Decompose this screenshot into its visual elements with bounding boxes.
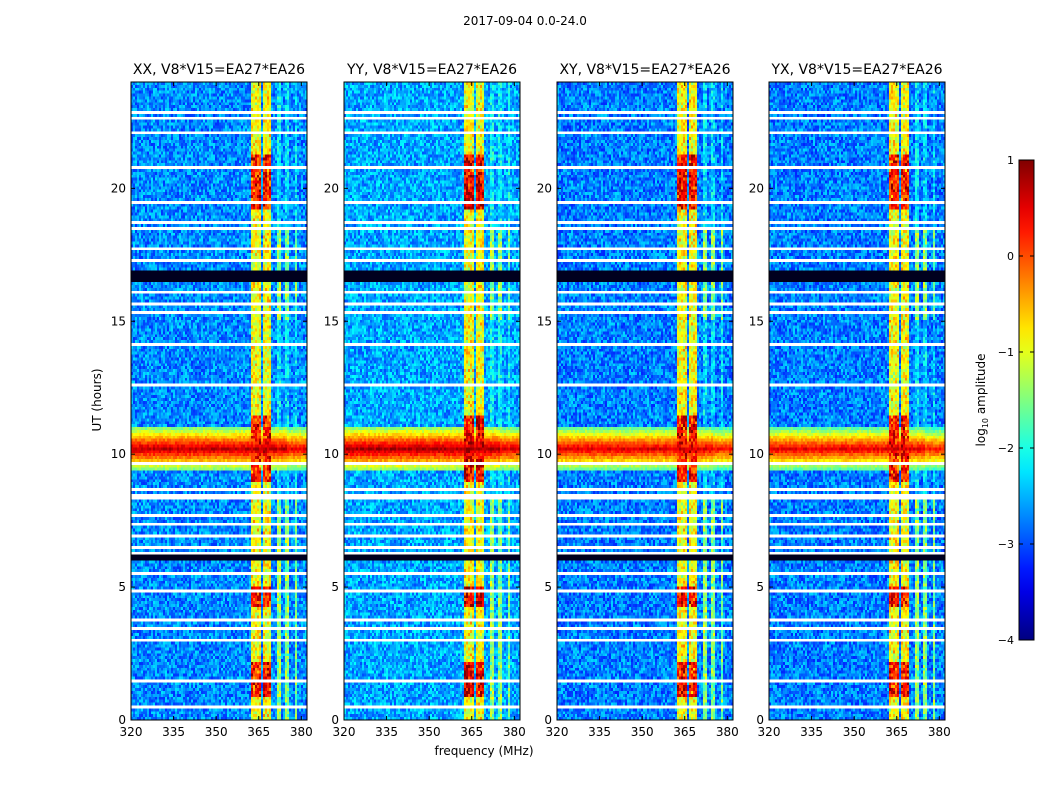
panel-title: XY, V8*V15=EA27*EA26 <box>559 62 730 78</box>
x-tick-label: 365 <box>247 725 270 739</box>
y-tick-label: 5 <box>118 580 126 594</box>
y-tick-label: 10 <box>324 447 339 461</box>
x-tick-label: 365 <box>673 725 696 739</box>
colorbar-tick-label: −2 <box>998 442 1014 455</box>
y-tick-label: 20 <box>324 181 339 195</box>
y-tick-label: 0 <box>544 713 552 727</box>
colorbar-label: log10 amplitude <box>974 354 990 447</box>
x-tick-label: 380 <box>928 725 951 739</box>
y-tick-label: 0 <box>118 713 126 727</box>
y-tick-label: 5 <box>756 580 764 594</box>
figure-title: 2017-09-04 0.0-24.0 <box>463 14 587 28</box>
y-tick-label: 10 <box>537 447 552 461</box>
x-tick-label: 380 <box>716 725 739 739</box>
y-tick-label: 10 <box>111 447 126 461</box>
y-tick-label: 0 <box>756 713 764 727</box>
y-tick-label: 15 <box>537 314 552 328</box>
y-tick-label: 0 <box>331 713 339 727</box>
heatmap-image <box>131 82 307 720</box>
panel-frame <box>343 81 521 721</box>
colorbar: −4 −3 −2 −1 0 1 <box>998 154 1035 647</box>
y-tick-label: 5 <box>331 580 339 594</box>
x-tick-label: 350 <box>843 725 866 739</box>
colorbar-tick-label: −1 <box>998 346 1014 359</box>
heatmap-image <box>557 82 733 720</box>
panel-frame <box>130 81 308 721</box>
x-tick-label: 320 <box>333 725 356 739</box>
y-tick-label: 20 <box>111 181 126 195</box>
x-tick-label: 350 <box>205 725 228 739</box>
x-tick-label: 365 <box>885 725 908 739</box>
y-axis-label: UT (hours) <box>90 368 104 431</box>
x-tick-label: 320 <box>546 725 569 739</box>
x-axis-label: frequency (MHz) <box>434 744 533 758</box>
panel-frame <box>556 81 734 721</box>
x-tick-label: 320 <box>758 725 781 739</box>
colorbar-tick-label: −3 <box>998 538 1014 551</box>
panel-title: XX, V8*V15=EA27*EA26 <box>133 62 305 78</box>
x-tick-label: 380 <box>290 725 313 739</box>
panel-title: YY, V8*V15=EA27*EA26 <box>346 62 517 78</box>
panels-group: XX, V8*V15=EA27*EA26 320 335 350 365 380 0 5 10 1… <box>111 62 951 739</box>
heatmap-image <box>344 82 520 720</box>
x-tick-label: 320 <box>120 725 143 739</box>
x-tick-label: 335 <box>375 725 398 739</box>
colorbar-tick-label: 1 <box>1007 154 1014 167</box>
y-tick-label: 15 <box>111 314 126 328</box>
panel-4: YX, V8*V15=EA27*EA26 320 335 350 365 380 0 5 10 1… <box>749 62 951 739</box>
panel-2: YY, V8*V15=EA27*EA26 320 335 350 365 380 0 5 10 1… <box>324 62 526 739</box>
x-tick-label: 380 <box>503 725 526 739</box>
x-tick-label: 335 <box>588 725 611 739</box>
heatmap-image <box>769 82 945 720</box>
panel-frame <box>768 81 946 721</box>
x-tick-label: 350 <box>418 725 441 739</box>
y-tick-label: 15 <box>324 314 339 328</box>
y-tick-label: 20 <box>537 181 552 195</box>
panel-title: YX, V8*V15=EA27*EA26 <box>770 62 942 78</box>
y-tick-label: 15 <box>749 314 764 328</box>
panel-1: XX, V8*V15=EA27*EA26 320 335 350 365 380 0 5 10 1… <box>111 62 313 739</box>
colorbar-tick-label: −4 <box>998 634 1014 647</box>
x-tick-label: 335 <box>800 725 823 739</box>
y-tick-label: 20 <box>749 181 764 195</box>
x-tick-label: 335 <box>162 725 185 739</box>
y-tick-label: 10 <box>749 447 764 461</box>
colorbar-gradient <box>1018 159 1035 641</box>
x-tick-label: 350 <box>631 725 654 739</box>
x-tick-label: 365 <box>460 725 483 739</box>
panel-3: XY, V8*V15=EA27*EA26 320 335 350 365 380 0 5 10 1… <box>537 62 739 739</box>
y-tick-label: 5 <box>544 580 552 594</box>
colorbar-tick-label: 0 <box>1007 250 1014 263</box>
